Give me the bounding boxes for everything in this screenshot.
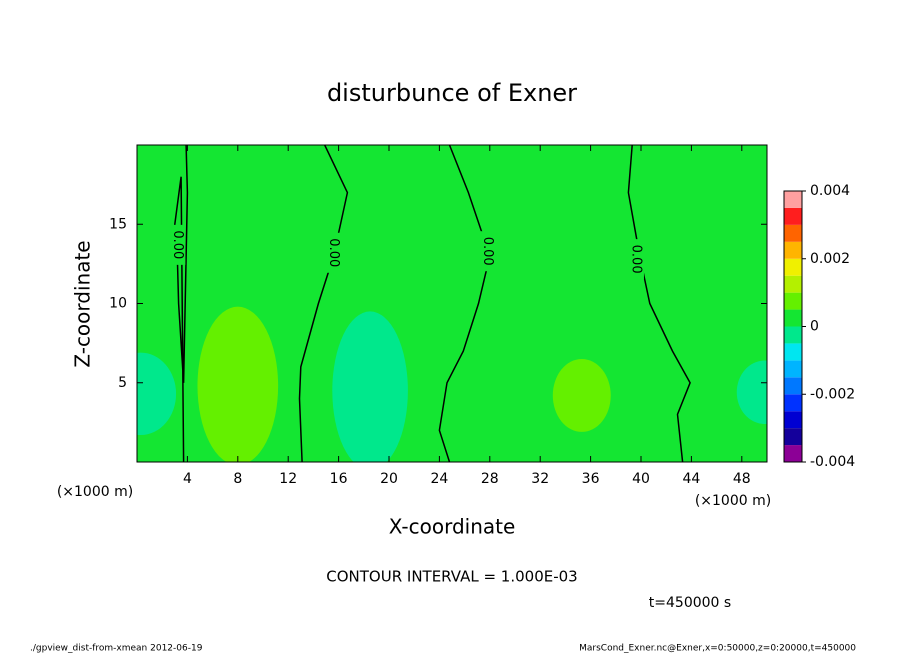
colorbar-bin [784,191,802,208]
contour-label-bg [627,239,644,280]
contour-region [332,311,408,462]
y-tick-label: 15 [109,216,127,232]
x-tick-label: 28 [481,471,499,487]
colorbar-bin [784,445,802,462]
x-tick-label: 16 [330,471,348,487]
contour-label-bg [169,224,186,265]
contour-label: 0.00 [170,230,185,259]
x-tick-label: 40 [632,471,650,487]
plot-area [137,145,767,462]
colorbar-bin [784,394,802,412]
contour-interval: CONTOUR INTERVAL = 1.000E-03 [326,568,577,586]
colorbar-bin [784,326,802,344]
colorbar-bin [784,224,802,242]
contour-line [438,145,491,462]
x-tick-label: 20 [380,471,398,487]
colorbar-bin [784,207,802,225]
colorbar-tick-label: -0.004 [810,454,855,470]
x-unit-label: (×1000 m) [57,484,133,500]
colorbar-bin [784,292,802,310]
colorbar-bin [784,241,802,259]
colorbar-bin [784,309,802,327]
y-tick-label: 10 [109,296,127,312]
x-tick-label: 8 [233,471,242,487]
contour-label-bg [325,232,342,273]
contour-line [298,145,349,462]
contour-label: 0.00 [628,245,643,274]
x-axis-label: X-coordinate [389,515,516,539]
contour-label: 0.00 [326,238,341,267]
contour-label: 0.00 [480,237,495,266]
y-axis-label: Z-coordinate [71,240,95,367]
y-tick-label: 5 [118,375,127,391]
x-tick-label: 24 [430,471,448,487]
colorbar-bin [784,411,802,429]
x-tick-label: 44 [682,471,700,487]
x-tick-label: 48 [733,471,751,487]
x-tick-label: 36 [582,471,600,487]
colorbar-bin [784,258,802,276]
colorbar-bin [784,428,802,446]
colorbar-bin [784,343,802,361]
footer-left: ./gpview_dist-from-xmean 2012-06-19 [30,644,203,654]
contour-label-bg [479,231,496,272]
colorbar-tick-label: -0.002 [810,386,855,402]
contour-region [137,352,177,436]
chart-title: disturbunce of Exner [327,79,577,107]
contour-line [627,145,691,462]
footer-right: MarsCond_Exner.nc@Exner,x=0:50000,z=0:20… [579,644,856,654]
colorbar-tick-label: 0.002 [810,251,850,267]
colorbar-tick-label: 0.004 [810,183,850,199]
contour-region [197,306,279,462]
colorbar-bin [784,275,802,293]
x-tick-label: 32 [531,471,549,487]
colorbar-bin [784,377,802,395]
x-tick-label: 4 [183,471,192,487]
colorbar-bin [784,360,802,378]
contour-line [174,145,189,462]
contour-region [552,358,611,432]
x-tick-label: 12 [279,471,297,487]
colorbar-tick-label: 0 [810,319,819,335]
x-unit-label: (×1000 m) [695,493,771,509]
time-label: t=450000 s [649,595,731,611]
contour-region [736,360,767,424]
